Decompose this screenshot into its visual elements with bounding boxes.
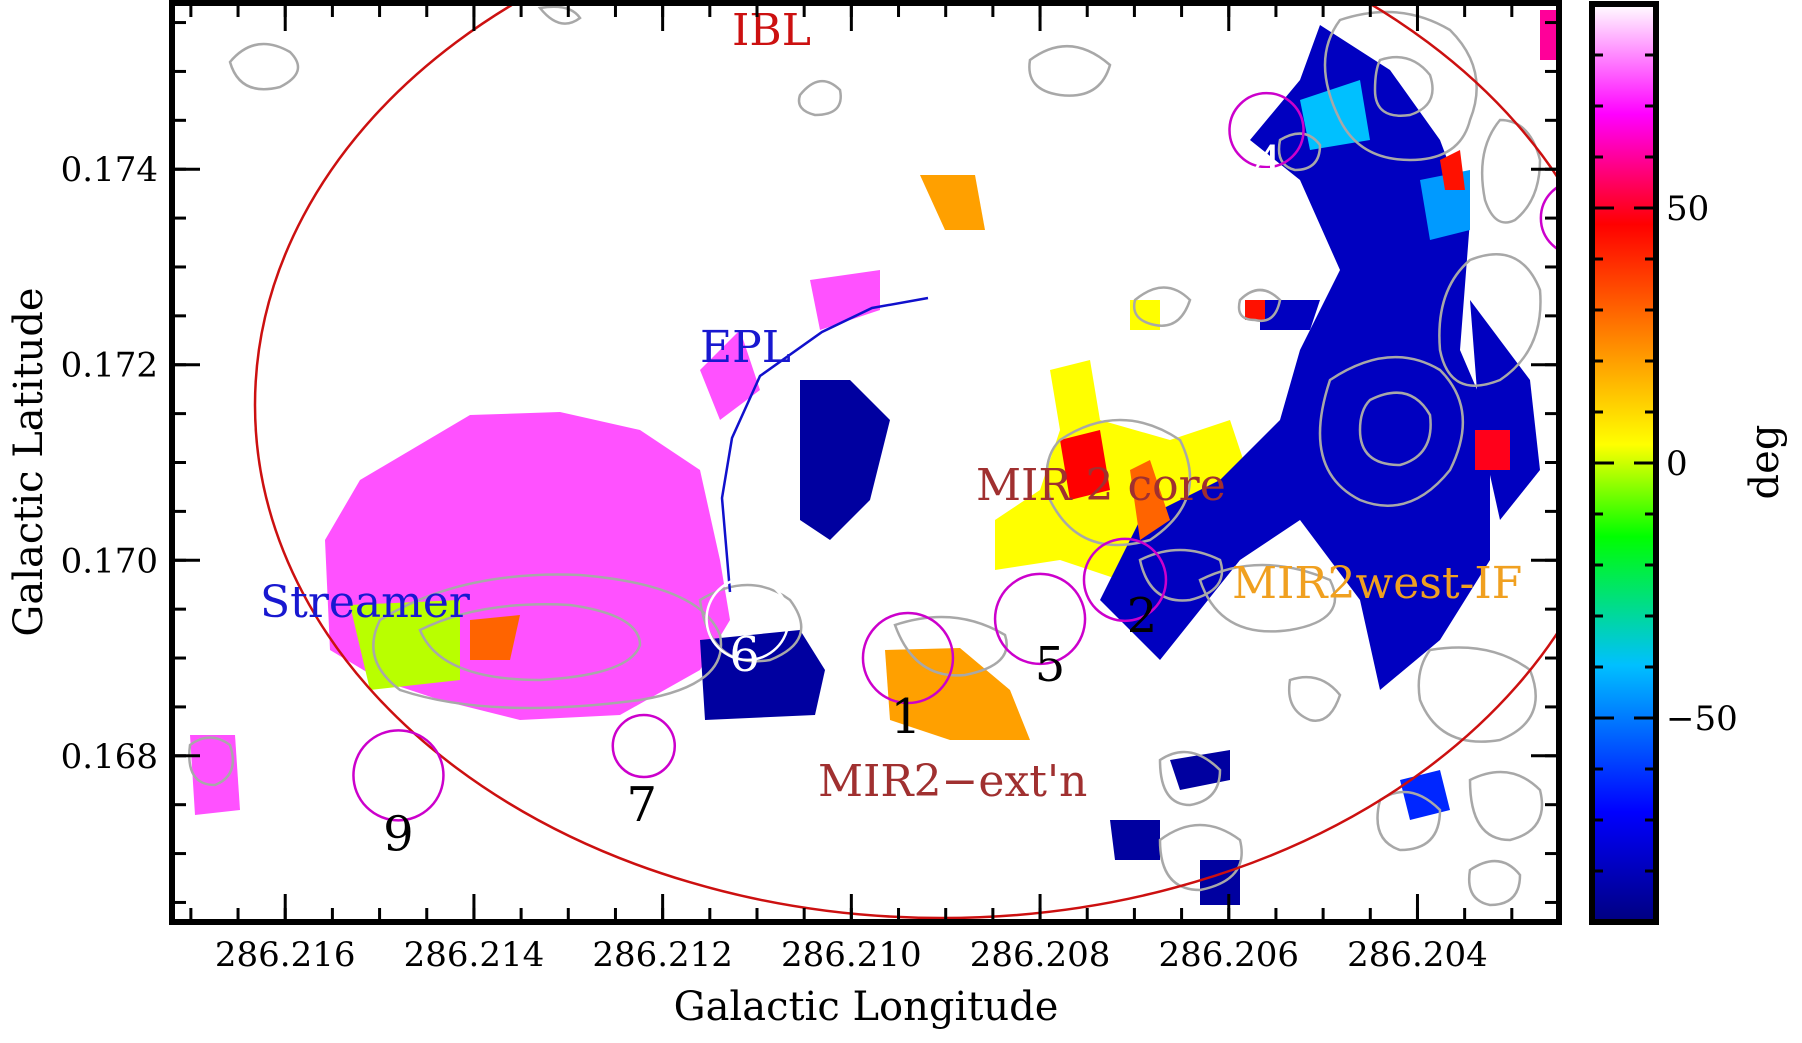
source-circle: [1539, 184, 1560, 252]
axis-tick-labels: 286.216 286.214 286.212 286.210 286.208 286.2…: [61, 150, 1488, 975]
epl-label: EPL: [700, 322, 791, 373]
source-label: 4: [1253, 136, 1284, 192]
source-circle: [993, 572, 1087, 666]
heatmap-region-west-field: [1100, 25, 1540, 690]
heatmap-patch: [920, 175, 985, 230]
mir2-core-label: MIR 2 core: [976, 460, 1226, 511]
source-label: 7: [626, 777, 657, 833]
y-tick-label: 0.174: [61, 150, 158, 190]
ibl-label: IBL: [732, 5, 811, 56]
mir2-west-if-label: MIR2west-IF: [1232, 558, 1522, 609]
heatmap-patch: [700, 630, 825, 720]
y-tick-label: 0.172: [61, 346, 158, 386]
x-tick-label: 286.212: [592, 935, 733, 975]
source-label: 1: [891, 689, 922, 745]
heatmap-patch: [1100, 25, 1490, 690]
source-circle: [352, 729, 445, 822]
heatmap-patch: [1300, 80, 1370, 150]
epl-line: [720, 296, 929, 593]
y-axis-label: Galactic Latitude: [6, 287, 52, 636]
source-label: 6: [729, 627, 760, 683]
plot-area: 1 2 4 5 6 7 8 9 IBL EPL Streamer MIR 2 core MIR…: [188, 2, 1594, 920]
heatmap-patch: [190, 735, 240, 815]
source-circle: [705, 576, 790, 662]
heatmap-region-mir2-ext: [885, 175, 1030, 740]
heatmap-patch: [800, 380, 890, 540]
x-tick-label: 286.208: [970, 935, 1111, 975]
colorbar: 50 0 −50 deg: [1589, 1, 1788, 925]
source-label: 2: [1127, 588, 1158, 644]
heatmap-patch: [1130, 460, 1170, 540]
colorbar-label: deg: [1742, 425, 1788, 500]
source-circles: 1 2 4 5 6 7 8 9: [352, 91, 1594, 862]
colorbar-ticks: [1592, 53, 1656, 873]
heatmap-patch: [700, 330, 760, 420]
heatmap-patch: [1130, 300, 1160, 330]
x-tick-label: 286.214: [404, 935, 545, 975]
x-tick-label: 286.210: [781, 935, 922, 975]
colorbar-tick-labels: 50 0 −50: [1666, 189, 1738, 739]
source-circle: [611, 713, 677, 779]
heatmap-patch: [1110, 820, 1160, 860]
source-label: 9: [383, 806, 414, 862]
heatmap-patch: [1245, 300, 1265, 320]
heatmap-patch: [1170, 750, 1230, 790]
heatmap-patch: [470, 615, 520, 660]
heatmap-patch: [1260, 300, 1320, 330]
axis-ticks: [172, 3, 1561, 922]
colorbar-tick-label: −50: [1666, 699, 1738, 739]
source-circle: [1228, 91, 1305, 169]
heatmap-patch: [1440, 150, 1465, 190]
heatmap-patch: [1060, 430, 1110, 500]
source-circle: [861, 611, 955, 705]
colorbar-tick-label: 50: [1666, 189, 1709, 229]
x-tick-label: 286.206: [1158, 935, 1299, 975]
heatmap-patch: [1470, 300, 1540, 520]
y-tick-label: 0.170: [61, 541, 158, 581]
mir2-extn-label: MIR2−ext'n: [818, 756, 1087, 807]
heatmap-patch: [1475, 430, 1510, 470]
heatmap-patch: [810, 270, 880, 330]
source-circle: [1082, 537, 1168, 623]
y-tick-label: 0.168: [61, 737, 158, 777]
x-axis-label: Galactic Longitude: [674, 984, 1059, 1030]
streamer-label: Streamer: [260, 577, 471, 628]
ibl-ellipse: [253, 2, 1560, 920]
colorbar-tick-label: 0: [1666, 444, 1688, 484]
heatmap-region-west-bottom: [700, 630, 825, 720]
source-label: 5: [1035, 637, 1066, 693]
x-tick-label: 286.204: [1347, 935, 1488, 975]
x-tick-label: 286.216: [215, 935, 356, 975]
annotations: IBL EPL Streamer MIR 2 core MIR2west-IF …: [260, 5, 1522, 807]
heatmap-patch: [1400, 770, 1450, 820]
source-label: 8: [1563, 244, 1594, 300]
intensity-contours: [188, 5, 1544, 907]
heatmap-patch: [885, 648, 1030, 740]
